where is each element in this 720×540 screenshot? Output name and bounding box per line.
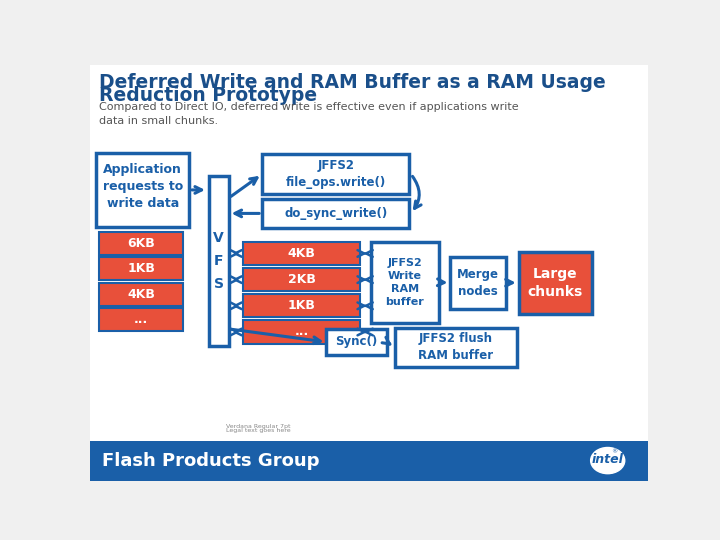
Text: 4KB: 4KB	[287, 247, 315, 260]
Text: Flash Products Group: Flash Products Group	[102, 451, 320, 470]
Bar	[518, 252, 593, 314]
Text: 1KB: 1KB	[127, 262, 155, 275]
Bar	[96, 153, 189, 226]
Text: JFFS2 flush
RAM buffer: JFFS2 flush RAM buffer	[418, 333, 493, 362]
Text: 2KB: 2KB	[287, 273, 315, 286]
Bar	[209, 177, 229, 346]
Text: intel: intel	[592, 453, 624, 465]
Bar	[395, 328, 517, 367]
Bar	[99, 232, 183, 255]
Text: 4KB: 4KB	[127, 288, 155, 301]
Text: Large
chunks: Large chunks	[528, 267, 583, 299]
Text: ®: ®	[611, 450, 618, 455]
Bar	[99, 308, 183, 331]
Ellipse shape	[590, 448, 625, 474]
Text: do_sync_write(): do_sync_write()	[284, 207, 387, 220]
Bar	[451, 256, 506, 309]
Text: Application
requests to
write data: Application requests to write data	[102, 163, 183, 211]
Bar	[90, 441, 648, 481]
Text: Legal text goes here: Legal text goes here	[225, 428, 290, 433]
Bar	[99, 283, 183, 306]
Bar	[243, 320, 360, 343]
Bar	[371, 242, 438, 323]
Text: JFFS2
file_ops.write(): JFFS2 file_ops.write()	[286, 159, 386, 189]
Text: Deferred Write and RAM Buffer as a RAM Usage: Deferred Write and RAM Buffer as a RAM U…	[99, 72, 606, 91]
Text: 6KB: 6KB	[127, 237, 155, 250]
Bar	[243, 242, 360, 265]
Text: Compared to Direct IO, deferred write is effective even if applications write
da: Compared to Direct IO, deferred write is…	[99, 102, 519, 126]
Bar	[243, 268, 360, 291]
Text: Merge
nodes: Merge nodes	[457, 268, 499, 298]
Text: JFFS2
Write
RAM
buffer: JFFS2 Write RAM buffer	[385, 258, 424, 307]
Bar	[243, 294, 360, 318]
Text: 1KB: 1KB	[287, 299, 315, 312]
Text: V
F
S: V F S	[213, 231, 224, 291]
Text: Reduction Prototype: Reduction Prototype	[99, 86, 318, 105]
Bar	[262, 199, 409, 228]
Text: ...: ...	[134, 313, 148, 326]
Text: Verdana Regular 7pt: Verdana Regular 7pt	[225, 424, 290, 429]
Bar	[262, 154, 409, 194]
Bar	[99, 257, 183, 280]
Bar	[326, 329, 387, 355]
Text: Sync(): Sync()	[336, 335, 378, 348]
Text: ...: ...	[294, 326, 309, 339]
